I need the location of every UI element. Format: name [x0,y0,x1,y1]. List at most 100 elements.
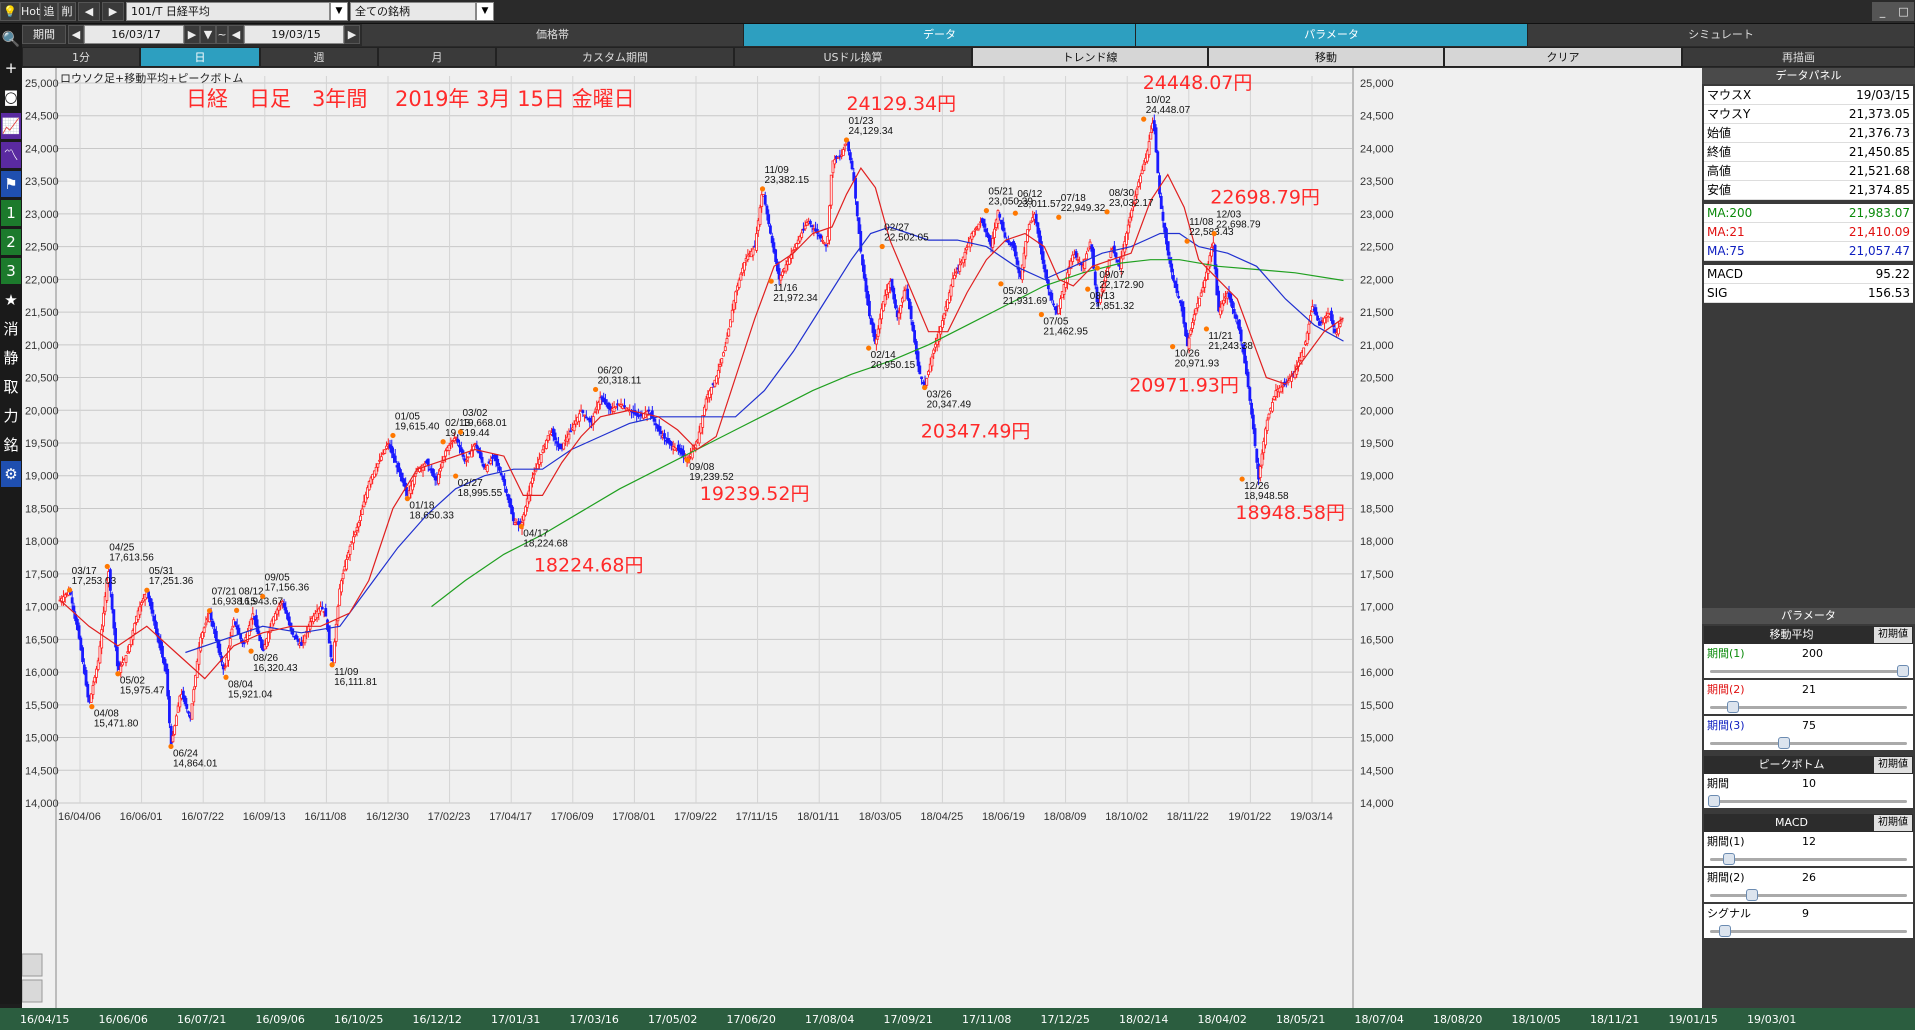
slider-thumb[interactable] [1777,737,1790,749]
preset-1-icon[interactable]: 1 [1,200,21,226]
next-arrow-icon[interactable]: ▶ [102,2,124,21]
universe-dropdown-icon[interactable]: ▼ [476,2,494,21]
chart-mini-icon-2[interactable] [22,979,43,1003]
candle-body [925,378,929,386]
slider-thumb[interactable] [1897,665,1909,677]
candle-body [1071,254,1075,262]
crosshair-icon[interactable]: + [4,59,18,77]
slider-thumb[interactable] [1726,701,1739,713]
custom-period-button[interactable]: カスタム期間 [496,47,734,67]
add-button[interactable]: 追 [40,2,58,21]
candle-body [937,331,941,342]
delete-button[interactable]: 削 [58,2,76,21]
meigara-icon[interactable]: 銘 [3,436,19,454]
redraw-button[interactable]: 再描画 [1682,47,1915,67]
slider-thumb[interactable] [1723,853,1736,865]
candle-body [892,287,896,300]
tab-parameter[interactable]: パラメータ [1136,24,1528,46]
param-slider[interactable] [1704,700,1913,714]
universe-select[interactable]: 全ての銘柄 [350,2,476,21]
to-next-icon[interactable]: ▶ [344,25,360,44]
tab-simulate[interactable]: シミュレート [1528,24,1915,46]
candle-body [715,375,718,384]
maximize-button[interactable]: □ [1893,2,1914,21]
date-to-input[interactable]: 19/03/15 [244,25,344,44]
candle-body [1116,259,1120,263]
bottom-date-axis[interactable] [0,1008,1915,1030]
peak-marker [1203,326,1210,332]
interval-week[interactable]: 週 [260,47,378,67]
clear-icon[interactable]: 消 [3,320,19,338]
interval-month[interactable]: 月 [378,47,496,67]
interval-day[interactable]: 日 [140,47,260,67]
interval-1min[interactable]: 1分 [22,47,140,67]
param-slider[interactable] [1704,736,1913,750]
param-slider[interactable] [1704,888,1913,902]
minimize-button[interactable]: _ [1872,2,1893,21]
search-icon[interactable]: 🔍 [1,30,21,48]
date-from-input[interactable]: 16/03/17 [84,25,184,44]
y-tick-left: 15,500 [25,700,59,712]
candle-body [1271,402,1274,412]
param-slider[interactable] [1704,852,1913,866]
flag-icon[interactable]: ⚑ [1,171,21,197]
slider-thumb[interactable] [1719,925,1732,937]
candle-body [864,277,868,292]
price-chart[interactable]: 25,000 25,000 24,500 24,500 24,000 24,000 23,5… [22,68,1702,1008]
param-value-input[interactable]: 12 [1802,835,1816,848]
reset-default-button[interactable]: 初期値 [1874,757,1912,773]
param-value-input[interactable]: 21 [1802,683,1816,696]
param-slider[interactable] [1704,924,1913,938]
candle-body [567,433,571,440]
chart-mini-icon-1[interactable] [22,953,43,977]
tab-price-band[interactable]: 価格帯 [362,24,744,46]
settings-icon[interactable]: ⚙ [1,461,21,487]
candle-body [1222,299,1226,305]
move-button[interactable]: 移動 [1208,47,1444,67]
torikeshi-icon[interactable]: 取 [3,378,19,396]
clear-button[interactable]: クリア [1444,47,1682,67]
candle-body [1330,310,1333,321]
bottom-axis-date: 16/12/12 [412,1013,462,1026]
usd-convert-button[interactable]: USドル換算 [734,47,972,67]
star-icon[interactable]: ★ [4,291,18,309]
candle-body [998,213,1002,218]
hint-icon[interactable]: 💡 [0,2,20,21]
candle-body [1003,232,1007,238]
tab-data[interactable]: データ [744,24,1136,46]
slider-thumb[interactable] [1708,795,1720,807]
line-chart-icon[interactable]: 〽 [1,142,21,168]
param-value-input[interactable]: 10 [1802,777,1816,790]
from-menu-icon[interactable]: ▼ [200,25,216,44]
candle-body [1184,322,1187,337]
param-value-input[interactable]: 26 [1802,871,1816,884]
from-prev-icon[interactable]: ◀ [68,25,84,44]
symbol-dropdown-icon[interactable]: ▼ [330,2,348,21]
chart-area[interactable]: 25,000 25,000 24,500 24,500 24,000 24,000 23,5… [22,68,1702,1008]
reset-default-button[interactable]: 初期値 [1874,627,1912,643]
param-slider[interactable] [1704,664,1913,678]
camera-icon[interactable]: ◙ [3,88,19,106]
preset-3-icon[interactable]: 3 [1,258,21,284]
candle-body [758,207,762,226]
prev-arrow-icon[interactable]: ◀ [78,2,100,21]
symbol-select[interactable]: 101/T 日経平均 [126,2,330,21]
param-value-input[interactable]: 9 [1802,907,1809,920]
candle-body [201,632,204,639]
trendline-button[interactable]: トレンド線 [972,47,1208,67]
candle-body [734,291,738,304]
reset-default-button[interactable]: 初期値 [1874,815,1912,831]
slider-thumb[interactable] [1745,889,1758,901]
param-slider[interactable] [1704,794,1913,808]
param-value-input[interactable]: 200 [1802,647,1823,660]
preset-2-icon[interactable]: 2 [1,229,21,255]
hot-button[interactable]: Hot [20,2,40,21]
candle-chart-icon[interactable]: 📈 [1,113,21,139]
static-icon[interactable]: 静 [3,349,19,367]
from-next-icon[interactable]: ▶ [184,25,200,44]
input-icon[interactable]: 力 [3,407,19,425]
candle-body [199,636,203,652]
to-prev-icon[interactable]: ◀ [228,25,244,44]
candle-body [703,406,706,416]
param-value-input[interactable]: 75 [1802,719,1816,732]
